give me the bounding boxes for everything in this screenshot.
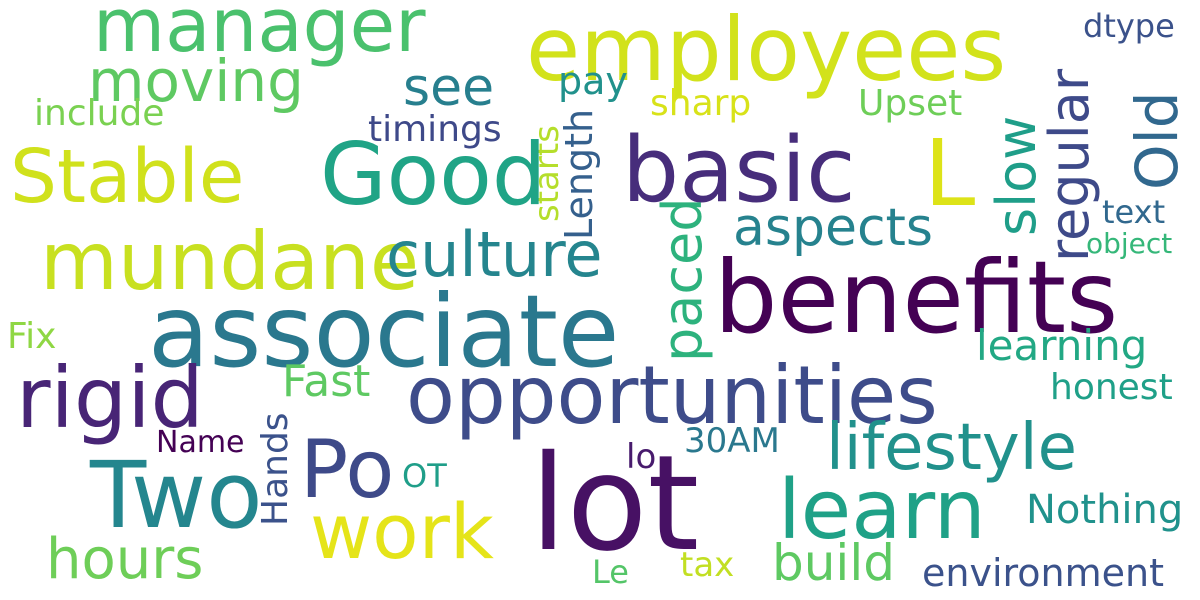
word-honest: honest <box>1050 367 1173 408</box>
word-upset: Upset <box>858 83 963 124</box>
word-le: Le <box>592 553 629 591</box>
word-lo: lo <box>626 437 657 477</box>
word-lot: lot <box>530 427 700 581</box>
word-name: Name <box>156 425 245 460</box>
word-include: include <box>34 93 165 134</box>
word-learn: learn <box>778 463 986 558</box>
word-l: L <box>924 120 976 227</box>
word-timings: timings <box>368 109 502 150</box>
word-lifestyle: lifestyle <box>826 411 1077 485</box>
word-learning: learning <box>976 321 1148 370</box>
word-fix: Fix <box>7 316 57 357</box>
word-sharp: sharp <box>650 83 752 124</box>
word-mundane: mundane <box>40 215 420 308</box>
word-associate: associate <box>148 273 620 390</box>
word-paced: paced <box>651 197 714 362</box>
word-ot: OT <box>402 457 447 495</box>
word-30am: 30AM <box>684 421 780 461</box>
word-hours: hours <box>46 527 204 592</box>
word-text: text <box>1102 193 1166 231</box>
word-manager: manager <box>93 0 426 69</box>
word-nothing: Nothing <box>1026 487 1184 533</box>
word-po: Po <box>300 423 395 516</box>
word-old: Old <box>1123 91 1191 190</box>
word-work: work <box>310 487 494 576</box>
word-opportunities: opportunities <box>406 349 938 442</box>
word-environment: environment <box>922 551 1165 595</box>
word-good: Good <box>320 125 547 225</box>
word-moving: moving <box>88 47 304 115</box>
word-culture: culture <box>386 218 603 291</box>
word-pay: pay <box>558 59 628 103</box>
word-aspects: aspects <box>733 198 934 258</box>
word-build: build <box>772 534 895 592</box>
word-two: Two <box>90 442 263 549</box>
word-benefits: benefits <box>714 239 1119 356</box>
word-object: object <box>1086 227 1173 260</box>
word-basic: basic <box>622 118 856 223</box>
word-stable: Stable <box>10 134 245 220</box>
word-employees: employees <box>526 0 1007 101</box>
word-slow: slow <box>985 115 1048 236</box>
word-dtype: dtype <box>1083 7 1175 45</box>
word-fast: Fast <box>282 356 371 407</box>
word-tax: tax <box>680 545 735 585</box>
word-hands: Hands <box>255 412 296 526</box>
word-rigid: rigid <box>16 349 204 447</box>
word-see: see <box>403 58 495 118</box>
